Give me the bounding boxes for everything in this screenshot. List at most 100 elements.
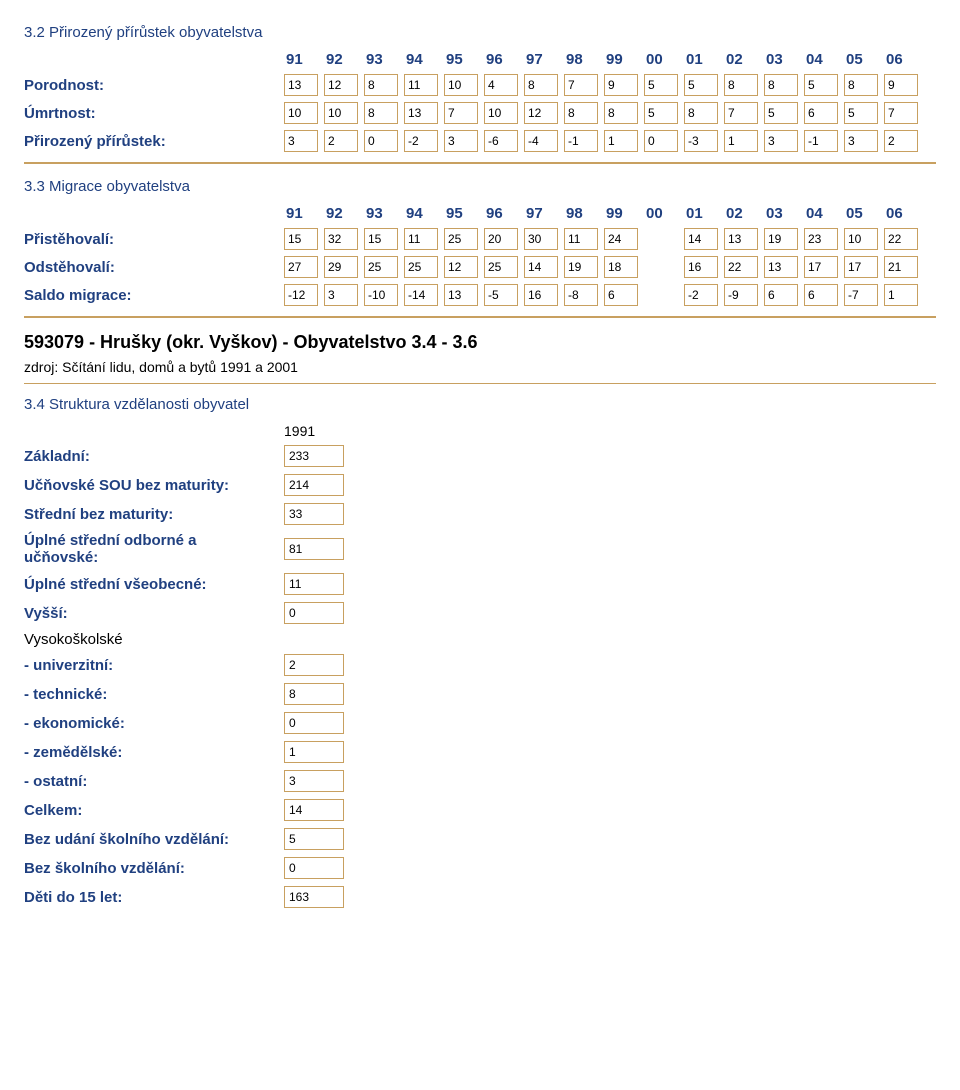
value-row: - technické:8 [24, 683, 936, 705]
year-header: 03 [764, 205, 804, 222]
year-header: 02 [724, 51, 764, 68]
value-cell: 6 [804, 284, 838, 306]
value-cell: 8 [844, 74, 878, 96]
year-header: 94 [404, 51, 444, 68]
value-cell: 8 [524, 74, 558, 96]
value-cell: 5 [644, 74, 678, 96]
row-label: - ostatní: [24, 773, 274, 790]
row-label: Bez školního vzdělání: [24, 860, 274, 877]
value-cell: 10 [324, 102, 358, 124]
value-cell: -9 [724, 284, 758, 306]
value-cell: 163 [284, 886, 344, 908]
year-header: 01 [684, 51, 724, 68]
row-label: Celkem: [24, 802, 274, 819]
separator-thin [24, 383, 936, 384]
year-header: 03 [764, 51, 804, 68]
year-header: 05 [844, 205, 884, 222]
value-cell: 16 [684, 256, 718, 278]
value-cell: 0 [644, 130, 678, 152]
value-cell: 25 [404, 256, 438, 278]
year-header: 95 [444, 51, 484, 68]
value-cell: 21 [884, 256, 918, 278]
value-cell: 8 [684, 102, 718, 124]
value-row: Bez školního vzdělání: 0 [24, 857, 936, 879]
year-header: 94 [404, 205, 444, 222]
value-cell: 3 [284, 130, 318, 152]
value-cell: -1 [804, 130, 838, 152]
value-cell: 8 [364, 74, 398, 96]
section-3-2-title: 3.2 Přirozený přírůstek obyvatelstva [24, 24, 936, 41]
row-label: Vyšší: [24, 605, 274, 622]
value-cell: 5 [284, 828, 344, 850]
value-cell: 0 [364, 130, 398, 152]
value-cell: 25 [444, 228, 478, 250]
year-header: 00 [644, 51, 684, 68]
row-label: Přirozený přírůstek: [24, 133, 274, 150]
value-cell: 3 [324, 284, 358, 306]
value-cell: 24 [604, 228, 638, 250]
value-cell: -5 [484, 284, 518, 306]
section-3-3-title: 3.3 Migrace obyvatelstva [24, 178, 936, 195]
year-header: 95 [444, 205, 484, 222]
row-label: Učňovské SOU bez maturity: [24, 477, 274, 494]
value-cell: 33 [284, 503, 344, 525]
value-cell: 0 [284, 857, 344, 879]
value-row: - ostatní: 3 [24, 770, 936, 792]
row-label: - ekonomické: [24, 715, 274, 732]
year-header: 04 [804, 205, 844, 222]
value-cell: 14 [284, 799, 344, 821]
value-cell [644, 228, 678, 250]
value-cell: -14 [404, 284, 438, 306]
value-cell: 5 [804, 74, 838, 96]
value-cell: 32 [324, 228, 358, 250]
value-cell [644, 284, 678, 306]
row-label: Saldo migrace: [24, 287, 274, 304]
value-cell: 3 [284, 770, 344, 792]
value-cell: 10 [444, 74, 478, 96]
value-cell: -12 [284, 284, 318, 306]
year-header: 06 [884, 51, 924, 68]
value-cell [644, 256, 678, 278]
year-header: 91 [284, 51, 324, 68]
value-cell: 13 [404, 102, 438, 124]
value-cell: 0 [284, 602, 344, 624]
year-header: 97 [524, 205, 564, 222]
value-cell: -3 [684, 130, 718, 152]
row-label: Úmrtnost: [24, 105, 274, 122]
value-cell: 12 [524, 102, 558, 124]
value-cell: 5 [684, 74, 718, 96]
year-header: 98 [564, 205, 604, 222]
value-cell: 18 [604, 256, 638, 278]
page-title: 593079 - Hrušky (okr. Vyškov) - Obyvatel… [24, 332, 936, 353]
year-header: 97 [524, 51, 564, 68]
value-cell: 13 [764, 256, 798, 278]
value-cell: 1 [884, 284, 918, 306]
value-cell: 12 [444, 256, 478, 278]
separator [24, 316, 936, 318]
data-row: Přistěhovalí:153215112520301124141319231… [24, 228, 936, 250]
year-header: 92 [324, 51, 364, 68]
year-header: 99 [604, 51, 644, 68]
value-cell: 14 [524, 256, 558, 278]
value-cell: 7 [564, 74, 598, 96]
value-cell: -4 [524, 130, 558, 152]
value-row: Úplné střední všeobecné:11 [24, 573, 936, 595]
value-cell: 4 [484, 74, 518, 96]
value-row: Děti do 15 let:163 [24, 886, 936, 908]
data-row: Saldo migrace:-123-10-1413-516-86-2-966-… [24, 284, 936, 306]
value-cell: 13 [444, 284, 478, 306]
value-row: - ekonomické: 0 [24, 712, 936, 734]
value-cell: 30 [524, 228, 558, 250]
value-cell: 8 [284, 683, 344, 705]
value-cell: 8 [604, 102, 638, 124]
value-cell: 11 [404, 74, 438, 96]
value-cell: 16 [524, 284, 558, 306]
value-cell: -2 [684, 284, 718, 306]
value-cell: 0 [284, 712, 344, 734]
value-cell: 25 [364, 256, 398, 278]
section-3-3-years: 91929394959697989900010203040506 [284, 205, 936, 222]
value-cell: 8 [364, 102, 398, 124]
value-cell: -6 [484, 130, 518, 152]
value-cell: 10 [484, 102, 518, 124]
year-header: 02 [724, 205, 764, 222]
